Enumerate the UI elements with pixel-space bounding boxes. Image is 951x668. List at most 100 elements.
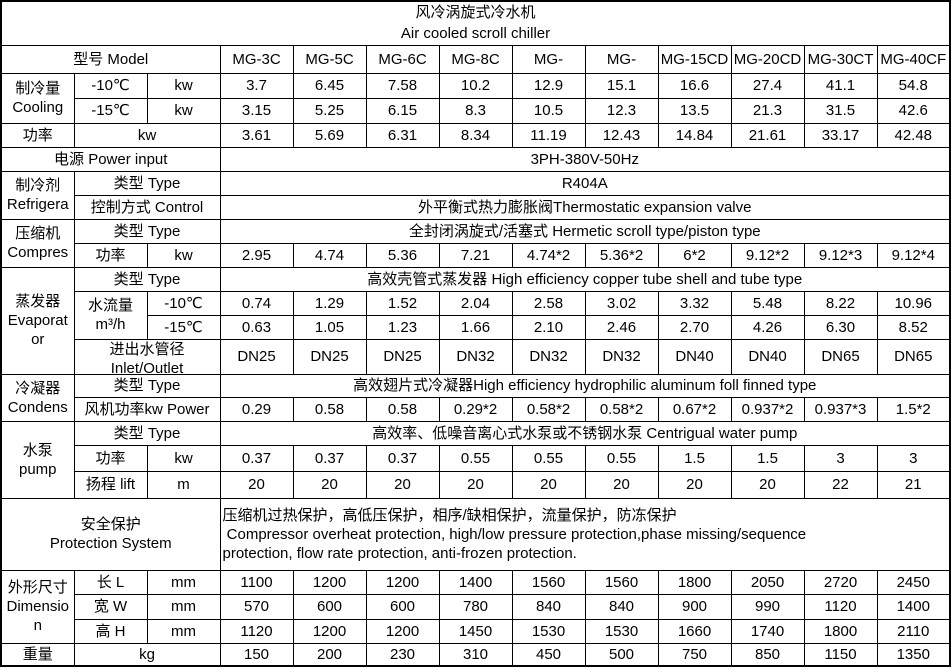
value-cell: MG-3C: [219, 44, 294, 74]
unit-label: kg: [73, 642, 221, 667]
value-cell: 1660: [657, 618, 732, 644]
value-cell: 21.3: [730, 97, 805, 124]
temp-label: -15℃: [146, 314, 221, 340]
title-en: Air cooled scroll chiller: [400, 25, 551, 43]
unit-label: kw: [146, 97, 221, 124]
value-cell: 1350: [876, 642, 951, 667]
value-cell: 0.937*2: [730, 396, 805, 422]
value-cell: 1560: [511, 569, 586, 595]
value-cell: 5.69: [292, 122, 367, 148]
value-cell: DN25: [365, 338, 440, 375]
value-cell: 1200: [292, 569, 367, 595]
value-cell: 0.37: [292, 444, 367, 472]
value-cell: 750: [657, 642, 732, 667]
value-cell: 3.32: [657, 290, 732, 316]
value-cell: 3.02: [584, 290, 659, 316]
evaporator-group-label: 蒸发器 Evaporat or: [0, 266, 75, 375]
condenser-group-label: 冷凝器 Condens: [0, 373, 75, 422]
unit-label: m: [146, 470, 221, 499]
table-title: 风冷涡旋式冷水机 Air cooled scroll chiller: [0, 0, 951, 46]
value-cell: 10.5: [511, 97, 586, 124]
value-cell: 20: [219, 470, 294, 499]
pump-group-label: 水泵 pump: [0, 420, 75, 499]
dimension-width-row: 宽 W mm 570 600 600 780 840 840 900 990 1120 1400: [1, 593, 951, 620]
value-cell: MG-30CT: [803, 44, 878, 74]
value-cell: 1400: [438, 569, 513, 595]
value-cell: 1.05: [292, 314, 367, 340]
value-cell: 0.37: [365, 444, 440, 472]
condenser-type-row: 冷凝器 Condens 类型 Type 高效翅片式冷凝器High efficie…: [0, 373, 951, 422]
value-cell: 8.52: [876, 314, 951, 340]
lift-label: 扬程 lift: [73, 470, 148, 499]
type-label: 类型 Type: [73, 373, 221, 398]
value-cell: 1450: [438, 618, 513, 644]
value-cell: 20: [438, 470, 513, 499]
title-row: 风冷涡旋式冷水机 Air cooled scroll chiller: [0, 0, 951, 46]
unit-label: mm: [146, 569, 221, 595]
value-cell: 8.22: [803, 290, 878, 316]
value-cell: 8.3: [438, 97, 513, 124]
pipe-label: 进出水管径 Inlet/Outlet: [109, 340, 185, 374]
value-cell: 12.9: [511, 72, 586, 99]
value-cell: 6.15: [365, 97, 440, 124]
power-label: 功率: [73, 444, 148, 472]
compressor-power-row: 功率 kw 2.95 4.74 5.36 7.21 4.74*2 5.36*2 6*2 9.1…: [1, 242, 951, 268]
refrigerant-control-value: 外平衡式热力膨胀阀Thermostatic expansion valve: [219, 194, 951, 220]
value-cell: 600: [365, 593, 440, 620]
value-cell: 500: [584, 642, 659, 667]
value-cell: 1150: [803, 642, 878, 667]
refrigerant-group-label: 制冷剂 Refrigera: [0, 170, 75, 220]
pump-type-row: 水泵 pump 类型 Type 高效率、低噪音离心式水泵或不锈钢水泵 Centr…: [0, 420, 951, 499]
pipe-label-cell: 进出水管径 Inlet/Outlet: [73, 338, 221, 375]
value-cell: 10.2: [438, 72, 513, 99]
cooling-group-label: 制冷量 Cooling: [0, 72, 75, 124]
value-cell: 0.37: [219, 444, 294, 472]
temp-label: -10℃: [73, 72, 148, 99]
power-row: 功率 kw 3.61 5.69 6.31 8.34 11.19 12.43 14.84 21.…: [0, 122, 951, 148]
dim-label: 长 L: [73, 569, 148, 595]
value-cell: 6.45: [292, 72, 367, 99]
value-cell: MG-: [584, 44, 659, 74]
value-cell: 310: [438, 642, 513, 667]
value-cell: 33.17: [803, 122, 878, 148]
pump-lift-row: 扬程 lift m 20 20 20 20 20 20 20 20 22 21: [1, 470, 951, 499]
model-label: 型号 Model: [0, 44, 221, 74]
value-cell: 150: [219, 642, 294, 667]
value-cell: 230: [365, 642, 440, 667]
temp-label: -15℃: [73, 97, 148, 124]
value-cell: 2110: [876, 618, 951, 644]
value-cell: 1530: [584, 618, 659, 644]
protection-value: 压缩机过热保护，高低压保护，相序/缺相保护，流量保护，防冻保护 Compress…: [219, 497, 951, 571]
unit-label: mm: [146, 593, 221, 620]
dim-label: 高 H: [73, 618, 148, 644]
value-cell: DN32: [438, 338, 513, 375]
unit-label: kw: [73, 122, 221, 148]
value-cell: 2.95: [219, 242, 294, 268]
value-cell: DN65: [803, 338, 878, 375]
value-cell: 6*2: [657, 242, 732, 268]
value-cell: 20: [365, 470, 440, 499]
value-cell: 2.04: [438, 290, 513, 316]
value-cell: 16.6: [657, 72, 732, 99]
value-cell: 1800: [657, 569, 732, 595]
value-cell: 1200: [292, 618, 367, 644]
temp-label: -10℃: [146, 290, 221, 316]
value-cell: 6.30: [803, 314, 878, 340]
power-input-value: 3PH-380V-50Hz: [219, 146, 951, 172]
value-cell: 0.58*2: [511, 396, 586, 422]
value-cell: DN25: [219, 338, 294, 375]
value-cell: 0.55: [438, 444, 513, 472]
value-cell: 1200: [365, 569, 440, 595]
value-cell: DN40: [657, 338, 732, 375]
value-cell: 850: [730, 642, 805, 667]
value-cell: 2050: [730, 569, 805, 595]
dimension-height-row: 高 H mm 1120 1200 1200 1450 1530 1530 1660 1740 1…: [1, 618, 951, 644]
value-cell: 1.5*2: [876, 396, 951, 422]
value-cell: 31.5: [803, 97, 878, 124]
weight-row: 重量 kg 150 200 230 310 450 500 750 850 1150 1350: [0, 642, 951, 667]
value-cell: 3.61: [219, 122, 294, 148]
value-cell: 5.36*2: [584, 242, 659, 268]
value-cell: MG-20CD: [730, 44, 805, 74]
value-cell: 20: [730, 470, 805, 499]
